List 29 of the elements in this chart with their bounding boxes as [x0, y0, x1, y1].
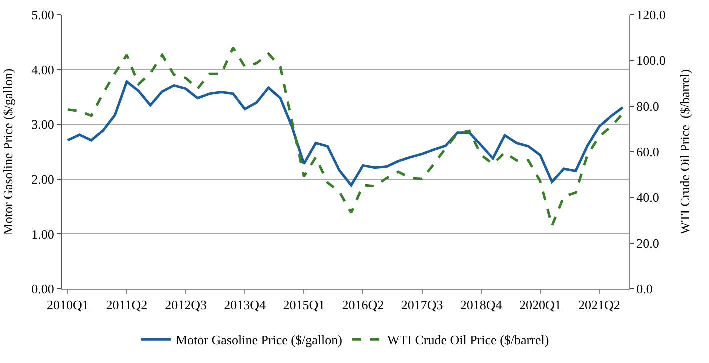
x-tick-label: 2010Q1 — [46, 298, 89, 313]
line-series — [66, 46, 624, 228]
y-tick-label: 4.00 — [32, 62, 54, 78]
y-tick-label: 3.00 — [32, 117, 54, 132]
y2-tick-label: 20.0 — [636, 236, 660, 251]
y2-tick-label: 80.0 — [636, 98, 660, 114]
x-tick-label: 2013Q4 — [224, 298, 267, 313]
y2-tick-label: 0.0 — [636, 282, 653, 297]
x-tick-label: 2017Q3 — [401, 298, 444, 313]
x-tick-label: 2018Q4 — [460, 298, 503, 313]
legend-label: WTI Crude Oil Price ($/barrel) — [387, 332, 550, 348]
x-tick-label: 2015Q1 — [283, 298, 326, 313]
y2-axis-title: WTI Crude Oil Price ($/barrel) — [677, 70, 692, 234]
line-series — [66, 80, 624, 187]
x-tick-label: 2021Q2 — [578, 298, 620, 313]
y-tick-label: 2.00 — [32, 172, 54, 187]
y2-tick-label: 40.0 — [636, 190, 660, 206]
y2-tick-label: 120.0 — [636, 8, 666, 23]
x-tick-label: 2012Q3 — [165, 298, 207, 313]
x-tick-label: 2016Q2 — [342, 298, 384, 313]
y-tick-label: 0.00 — [32, 282, 54, 297]
y2-tick-label: 100.0 — [636, 53, 666, 68]
y2-tick-label: 60.0 — [636, 144, 660, 160]
y-axis-title: Motor Gasoline Price ($/gallon) — [0, 68, 16, 236]
legend-label: Motor Gasoline Price ($/gallon) — [176, 332, 342, 348]
x-tick-label: 2011Q2 — [106, 298, 148, 313]
y-tick-label: 1.00 — [32, 226, 54, 242]
y-tick-label: 5.00 — [32, 8, 54, 23]
x-tick-label: 2020Q1 — [519, 298, 562, 313]
